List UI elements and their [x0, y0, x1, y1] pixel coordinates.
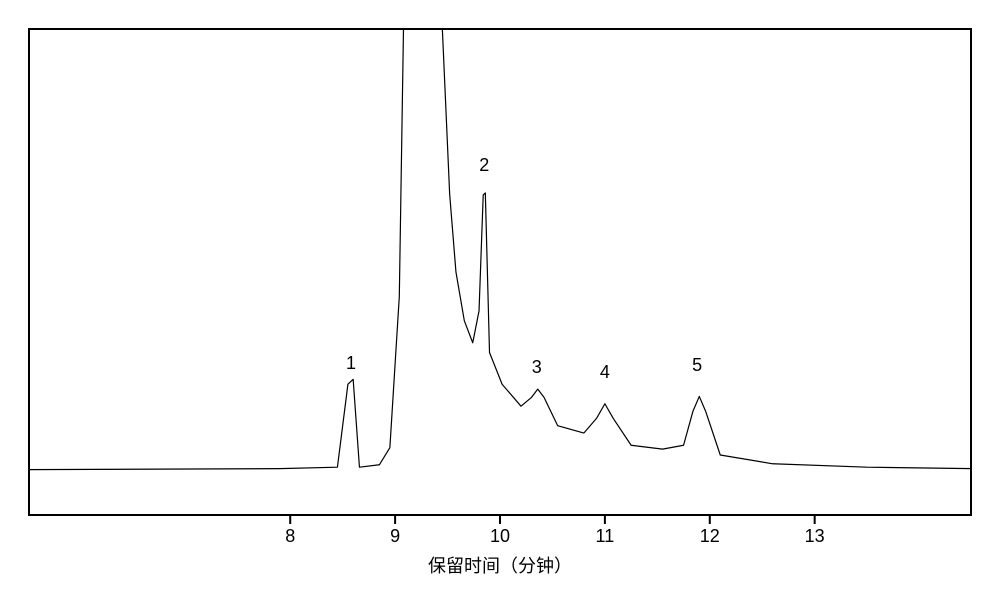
x-tick-label: 11 [596, 526, 615, 547]
peak-label-3: 3 [532, 357, 542, 378]
x-tick-label: 9 [390, 526, 400, 547]
chromatogram-chart: 8910111213 12345 保留时间（分钟） [20, 20, 980, 580]
x-tick-label: 13 [805, 526, 825, 547]
x-tick-label: 12 [700, 526, 720, 547]
peak-label-2: 2 [479, 155, 489, 176]
x-tick-label: 8 [285, 526, 295, 547]
x-axis-label: 保留时间（分钟） [428, 552, 572, 578]
peak-label-1: 1 [346, 353, 356, 374]
chromatogram-trace [28, 20, 972, 470]
chart-svg [20, 20, 980, 580]
peak-label-5: 5 [692, 355, 702, 376]
peak-label-4: 4 [600, 362, 610, 383]
x-tick-label: 10 [490, 526, 510, 547]
